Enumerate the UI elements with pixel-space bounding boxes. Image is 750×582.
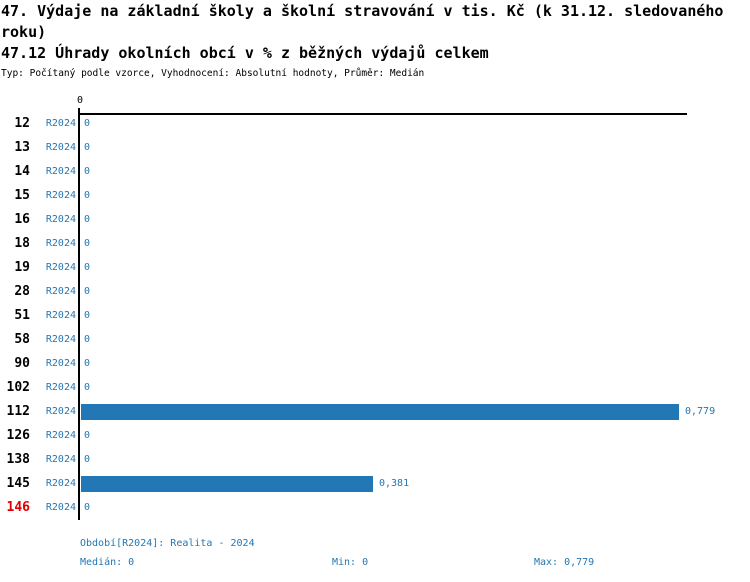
- chart-row: 14 R2024 0: [0, 160, 750, 184]
- row-category-label: 112: [6, 404, 30, 419]
- row-series-label: R2024: [45, 142, 76, 153]
- bar-value-label: 0,779: [685, 406, 716, 417]
- chart-rows: 12 R2024 0 13 R2024 0 14 R2024 0 15 R2024 0 16 R2024 0…: [0, 112, 750, 520]
- bar-value-label: 0: [84, 142, 91, 153]
- row-series-label: R2024: [45, 214, 76, 225]
- median-stat: Medián: 0: [80, 557, 135, 568]
- bar-value-label: 0: [84, 286, 91, 297]
- min-stat: Min: 0: [332, 557, 369, 568]
- bar-value-label: 0: [84, 310, 91, 321]
- chart-row: 12 R2024 0: [0, 112, 750, 136]
- bar-value-label: 0: [84, 430, 91, 441]
- chart-row: 112 R2024 0,779: [0, 400, 750, 424]
- chart-row: 19 R2024 0: [0, 256, 750, 280]
- row-series-label: R2024: [45, 286, 76, 297]
- bar-value-label: 0: [84, 166, 91, 177]
- row-category-label: 18: [14, 236, 30, 251]
- chart-row: 138 R2024 0: [0, 448, 750, 472]
- row-category-label: 90: [14, 356, 30, 371]
- bar-value-label: 0: [84, 214, 91, 225]
- row-category-label: 16: [14, 212, 30, 227]
- row-category-label: 12: [14, 116, 30, 131]
- chart-subtitle: 47.12 Úhrady okolních obcí v % z běžných…: [1, 44, 489, 62]
- row-series-label: R2024: [45, 310, 76, 321]
- row-category-label: 15: [14, 188, 30, 203]
- row-category-label: 51: [14, 308, 30, 323]
- bar-value-label: 0: [84, 454, 91, 465]
- row-category-label: 58: [14, 332, 30, 347]
- row-category-label: 102: [6, 380, 30, 395]
- bar-value-label: 0: [84, 238, 91, 249]
- chart-row: 15 R2024 0: [0, 184, 750, 208]
- chart-meta: Typ: Počítaný podle vzorce, Vyhodnocení:…: [1, 68, 425, 79]
- row-series-label: R2024: [45, 406, 76, 417]
- row-series-label: R2024: [45, 502, 76, 513]
- row-category-label: 138: [6, 452, 30, 467]
- chart-row: 16 R2024 0: [0, 208, 750, 232]
- y-axis-line: [78, 108, 80, 520]
- row-category-label: 28: [14, 284, 30, 299]
- row-series-label: R2024: [45, 382, 76, 393]
- bar-value-label: 0: [84, 502, 91, 513]
- row-series-label: R2024: [45, 262, 76, 273]
- bar-value-label: 0: [84, 262, 91, 273]
- row-category-label: 145: [6, 476, 30, 491]
- row-category-label: 13: [14, 140, 30, 155]
- value-bar: [81, 476, 373, 492]
- chart-row: 146 R2024 0: [0, 496, 750, 520]
- chart-row: 145 R2024 0,381: [0, 472, 750, 496]
- chart-row: 126 R2024 0: [0, 424, 750, 448]
- row-series-label: R2024: [45, 238, 76, 249]
- period-label: Období[R2024]: Realita - 2024: [80, 538, 255, 549]
- chart-row: 90 R2024 0: [0, 352, 750, 376]
- row-series-label: R2024: [45, 358, 76, 369]
- chart-row: 102 R2024 0: [0, 376, 750, 400]
- bar-value-label: 0,381: [379, 478, 410, 489]
- row-series-label: R2024: [45, 190, 76, 201]
- bar-value-label: 0: [84, 358, 91, 369]
- row-series-label: R2024: [45, 430, 76, 441]
- bar-value-label: 0: [84, 190, 91, 201]
- row-category-label: 19: [14, 260, 30, 275]
- row-series-label: R2024: [45, 454, 76, 465]
- row-category-label: 14: [14, 164, 30, 179]
- value-bar: [81, 404, 679, 420]
- chart-title: 47. Výdaje na základní školy a školní st…: [1, 2, 724, 41]
- row-category-label: 126: [6, 428, 30, 443]
- bar-value-label: 0: [84, 118, 91, 129]
- chart-row: 18 R2024 0: [0, 232, 750, 256]
- row-category-label: 146: [6, 500, 30, 515]
- chart-row: 13 R2024 0: [0, 136, 750, 160]
- chart-header: 47. Výdaje na základní školy a školní st…: [1, 1, 748, 81]
- axis-zero-tick-label: 0: [76, 95, 84, 106]
- bar-value-label: 0: [84, 334, 91, 345]
- chart-row: 28 R2024 0: [0, 280, 750, 304]
- chart-row: 58 R2024 0: [0, 328, 750, 352]
- chart-row: 51 R2024 0: [0, 304, 750, 328]
- row-series-label: R2024: [45, 166, 76, 177]
- row-series-label: R2024: [45, 118, 76, 129]
- bar-value-label: 0: [84, 382, 91, 393]
- row-series-label: R2024: [45, 478, 76, 489]
- x-axis-top-line: [80, 113, 687, 115]
- max-stat: Max: 0,779: [534, 557, 595, 568]
- row-series-label: R2024: [45, 334, 76, 345]
